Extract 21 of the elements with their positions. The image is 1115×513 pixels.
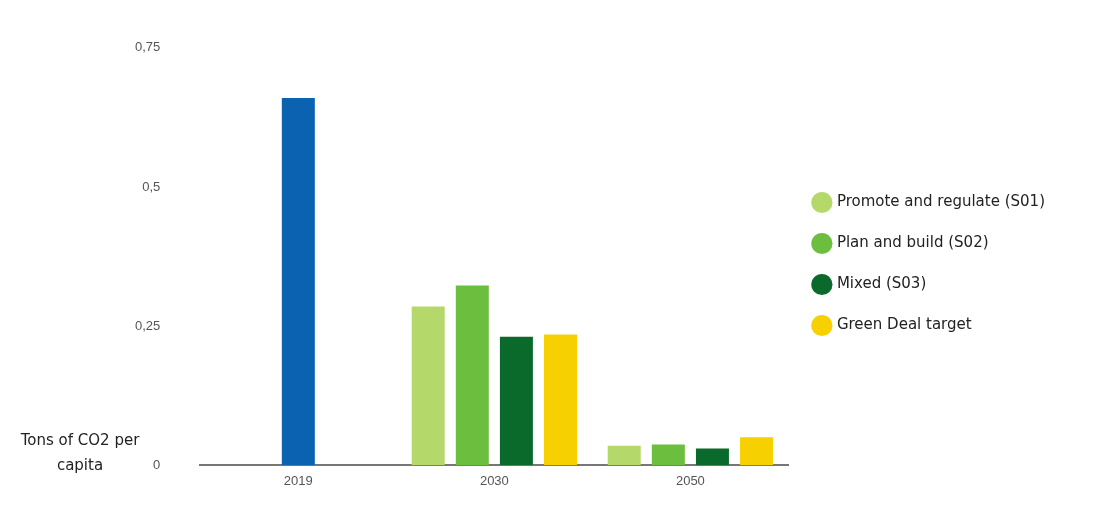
x-tick-label: 2050: [675, 472, 705, 488]
y-tick-label: 0,5: [142, 178, 161, 194]
bar: [544, 334, 578, 466]
y-axis-title: Tons of CO2 per capita: [19, 430, 141, 476]
legend-label: Green Deal target: [836, 315, 972, 334]
legend-label: Plan and build (S02): [836, 233, 989, 252]
legend-label: Mixed (S03): [836, 274, 927, 293]
bar: [499, 336, 533, 466]
y-tick-label: 0,75: [134, 39, 161, 55]
bar: [695, 448, 729, 466]
y-tick-label: 0: [153, 456, 161, 472]
x-tick-label: 2019: [283, 472, 313, 488]
bar: [651, 444, 685, 466]
legend-label: Promote and regulate (S01): [836, 192, 1046, 211]
x-tick-label: 2030: [479, 472, 509, 488]
bar: [455, 285, 489, 466]
y-tick-label: 0,25: [134, 317, 161, 333]
bar: [607, 445, 641, 466]
bar: [740, 437, 774, 466]
bar: [281, 97, 315, 466]
bar: [411, 306, 445, 466]
